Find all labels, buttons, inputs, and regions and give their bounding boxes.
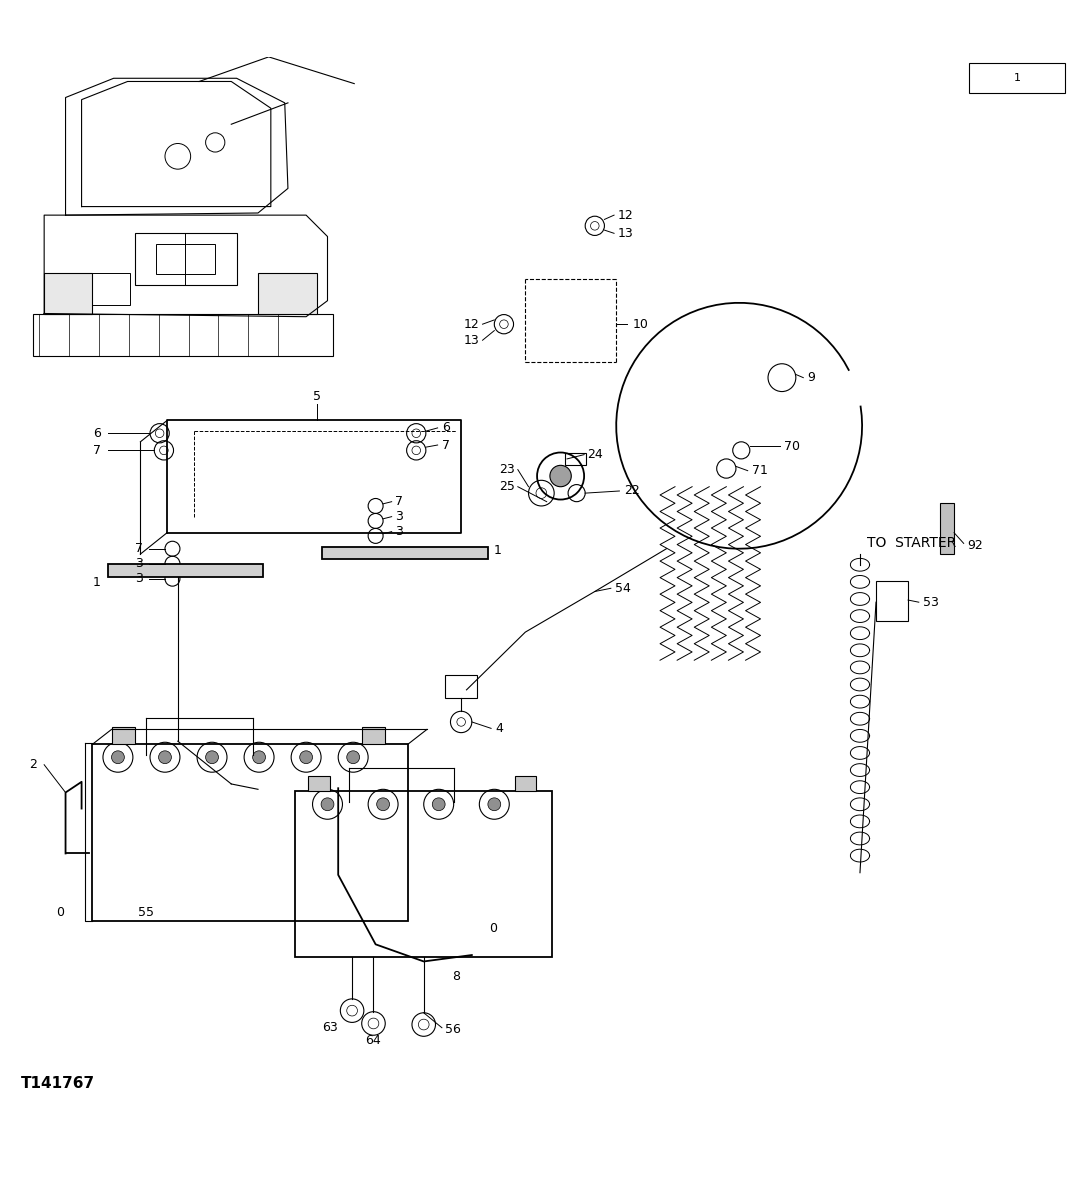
Bar <box>111 728 135 744</box>
Text: 5: 5 <box>313 390 321 403</box>
Text: 3: 3 <box>394 525 403 538</box>
Bar <box>565 453 586 465</box>
Text: 53: 53 <box>923 596 939 609</box>
Bar <box>258 273 317 313</box>
Text: 3: 3 <box>394 510 403 523</box>
Circle shape <box>300 751 313 764</box>
Circle shape <box>111 751 124 764</box>
Bar <box>296 791 552 957</box>
Bar <box>108 564 264 576</box>
Bar <box>33 313 332 356</box>
Text: 9: 9 <box>807 371 816 384</box>
Circle shape <box>376 797 389 810</box>
Circle shape <box>346 751 359 764</box>
Text: TO  STARTER: TO STARTER <box>867 536 956 550</box>
Text: 22: 22 <box>624 485 639 498</box>
Circle shape <box>550 465 571 486</box>
Circle shape <box>322 797 333 810</box>
Text: 24: 24 <box>587 448 604 461</box>
Text: 71: 71 <box>751 464 768 477</box>
Text: 3: 3 <box>135 573 143 586</box>
Text: 2: 2 <box>29 758 36 771</box>
Text: 6: 6 <box>93 427 101 440</box>
Text: 10: 10 <box>632 318 649 331</box>
Text: 55: 55 <box>137 906 153 919</box>
Bar <box>309 776 330 791</box>
Text: 56: 56 <box>445 1023 461 1036</box>
Bar <box>361 728 385 744</box>
Circle shape <box>159 751 172 764</box>
Bar <box>445 674 477 698</box>
Text: 7: 7 <box>93 444 101 457</box>
Bar <box>92 744 407 920</box>
Text: 6: 6 <box>442 421 450 434</box>
Bar <box>44 273 92 313</box>
Circle shape <box>432 797 445 810</box>
Text: 12: 12 <box>463 318 479 331</box>
Text: 13: 13 <box>617 227 632 240</box>
Text: 0: 0 <box>489 922 497 935</box>
Text: 92: 92 <box>967 539 983 552</box>
Text: 70: 70 <box>784 440 800 453</box>
Bar <box>515 776 536 791</box>
Text: 13: 13 <box>463 334 479 347</box>
Text: 4: 4 <box>495 722 503 735</box>
Text: 63: 63 <box>323 1021 338 1034</box>
Text: T141767: T141767 <box>20 1075 94 1091</box>
Circle shape <box>253 751 266 764</box>
Text: 3: 3 <box>135 557 143 570</box>
Text: 1: 1 <box>93 576 101 589</box>
Bar <box>323 547 488 560</box>
Text: 12: 12 <box>617 208 632 221</box>
Circle shape <box>206 751 219 764</box>
Bar <box>969 64 1066 93</box>
Text: 54: 54 <box>615 582 631 595</box>
Text: 23: 23 <box>498 463 515 476</box>
Bar <box>92 273 130 305</box>
Bar <box>157 244 215 274</box>
Text: 1: 1 <box>493 544 501 557</box>
Bar <box>940 503 954 554</box>
Text: 1: 1 <box>1014 73 1021 83</box>
Text: 0: 0 <box>56 906 64 919</box>
Bar <box>876 581 908 621</box>
Text: 8: 8 <box>451 970 460 983</box>
Circle shape <box>488 797 501 810</box>
Bar <box>135 233 237 285</box>
Text: 64: 64 <box>366 1034 382 1047</box>
Text: 7: 7 <box>134 542 143 555</box>
Text: 7: 7 <box>394 496 403 509</box>
Text: 7: 7 <box>442 439 450 452</box>
Text: 25: 25 <box>498 480 515 493</box>
